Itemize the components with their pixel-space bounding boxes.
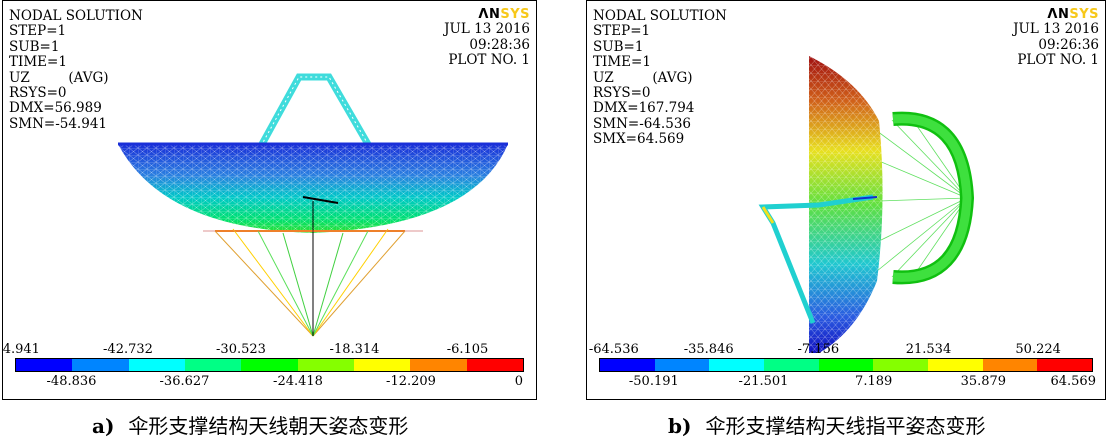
color-swatch	[709, 359, 765, 371]
color-swatch	[764, 359, 819, 371]
color-swatch	[466, 359, 523, 371]
legend-label: 50.224	[1015, 342, 1061, 357]
color-swatch	[16, 359, 73, 371]
legend-label: -6.105	[446, 342, 489, 357]
caption-text: 伞形支撑结构天线朝天姿态变形	[128, 414, 409, 438]
color-swatch	[654, 359, 710, 371]
caption-tag: a)	[92, 414, 115, 438]
color-legend-b: -64.536 -35.846 -7.156 21.534 50.224 -50…	[589, 342, 1096, 393]
legend-label: -54.941	[2, 342, 40, 357]
caption-tag: b)	[668, 414, 692, 438]
color-legend-a: -54.941 -42.732 -30.523 -18.314 -6.105 -…	[3, 342, 524, 393]
color-swatch	[1037, 359, 1093, 371]
legend-label: 0	[514, 374, 524, 389]
solution-info-b: NODAL SOLUTION STEP=1 SUB=1 TIME=1 UZ (A…	[593, 8, 727, 148]
legend-label: -18.314	[329, 342, 380, 357]
plot-time: 09:26:36	[1038, 36, 1099, 53]
solution-info-a: NODAL SOLUTION STEP=1 SUB=1 TIME=1 UZ (A…	[9, 8, 143, 132]
legend-label: 64.569	[1050, 374, 1096, 389]
legend-label: -7.156	[797, 342, 840, 357]
legend-label: -64.536	[588, 342, 639, 357]
color-swatch	[297, 359, 354, 371]
figure-caption-a: a) 伞形支撑结构天线朝天姿态变形	[92, 410, 408, 439]
info-line: NODAL SOLUTION	[9, 8, 143, 24]
plot-panel-a: NODAL SOLUTION STEP=1 SUB=1 TIME=1 UZ (A…	[2, 0, 537, 400]
plot-time: 09:28:36	[469, 36, 530, 53]
legend-label: -50.191	[628, 374, 679, 389]
plot-stamp-a: ΛNSYS JUL 13 2016 09:28:36 PLOT NO. 1	[444, 7, 530, 69]
info-line: NODAL SOLUTION	[593, 8, 727, 24]
info-line: TIME=1	[593, 54, 651, 71]
plot-stamp-b: ΛNSYS JUL 13 2016 09:26:36 PLOT NO. 1	[1013, 7, 1099, 69]
legend-label: -35.846	[683, 342, 734, 357]
legend-label: -48.836	[46, 374, 97, 389]
plot-number: PLOT NO. 1	[1017, 52, 1099, 69]
color-swatch	[128, 359, 185, 371]
info-line: DMX=56.989	[9, 100, 102, 117]
legend-label: 21.534	[905, 342, 952, 357]
color-swatch	[184, 359, 242, 371]
info-line: SMN=-54.941	[9, 115, 107, 132]
color-swatch	[600, 359, 655, 371]
plot-number: PLOT NO. 1	[448, 52, 530, 69]
color-swatch	[818, 359, 874, 371]
color-swatch	[982, 359, 1038, 371]
color-swatch	[353, 359, 411, 371]
legend-label: -21.501	[738, 374, 789, 389]
legend-label: -24.418	[273, 374, 323, 389]
ansys-logo: ΛNSYS	[478, 7, 530, 22]
info-line: SMX=64.569	[593, 131, 685, 148]
legend-label: -42.732	[103, 342, 153, 357]
color-swatch	[928, 359, 983, 371]
color-bar	[599, 358, 1093, 372]
info-line: STEP=1	[593, 23, 651, 40]
antenna-model-horizontal	[758, 56, 975, 353]
color-swatch	[72, 359, 129, 371]
antenna-model-upward	[118, 73, 508, 337]
ansys-logo: ΛNSYS	[1047, 7, 1099, 22]
legend-label: 35.879	[960, 374, 1007, 389]
color-swatch	[410, 359, 467, 371]
info-line: SUB=1	[593, 38, 644, 55]
legend-label: 7.189	[855, 374, 893, 389]
plot-date: JUL 13 2016	[444, 21, 530, 38]
info-line: RSYS=0	[9, 85, 67, 102]
caption-text: 伞形支撑结构天线指平姿态变形	[705, 414, 986, 438]
legend-label: -36.627	[159, 374, 210, 389]
info-line: RSYS=0	[593, 85, 651, 102]
info-line: UZ (AVG)	[593, 69, 693, 86]
info-line: SUB=1	[9, 38, 60, 55]
info-line: TIME=1	[9, 54, 67, 71]
figure-caption-b: b) 伞形支撑结构天线指平姿态变形	[668, 410, 985, 439]
info-line: STEP=1	[9, 23, 67, 40]
plot-panel-b: NODAL SOLUTION STEP=1 SUB=1 TIME=1 UZ (A…	[586, 0, 1106, 400]
info-line: SMN=-64.536	[593, 115, 691, 132]
plot-date: JUL 13 2016	[1013, 21, 1099, 38]
color-bar	[15, 358, 524, 372]
color-swatch	[873, 359, 929, 371]
info-line: DMX=167.794	[593, 100, 695, 117]
info-line: UZ (AVG)	[9, 69, 109, 86]
legend-label: -12.209	[386, 374, 436, 389]
legend-label: -30.523	[216, 342, 266, 357]
color-swatch	[241, 359, 298, 371]
